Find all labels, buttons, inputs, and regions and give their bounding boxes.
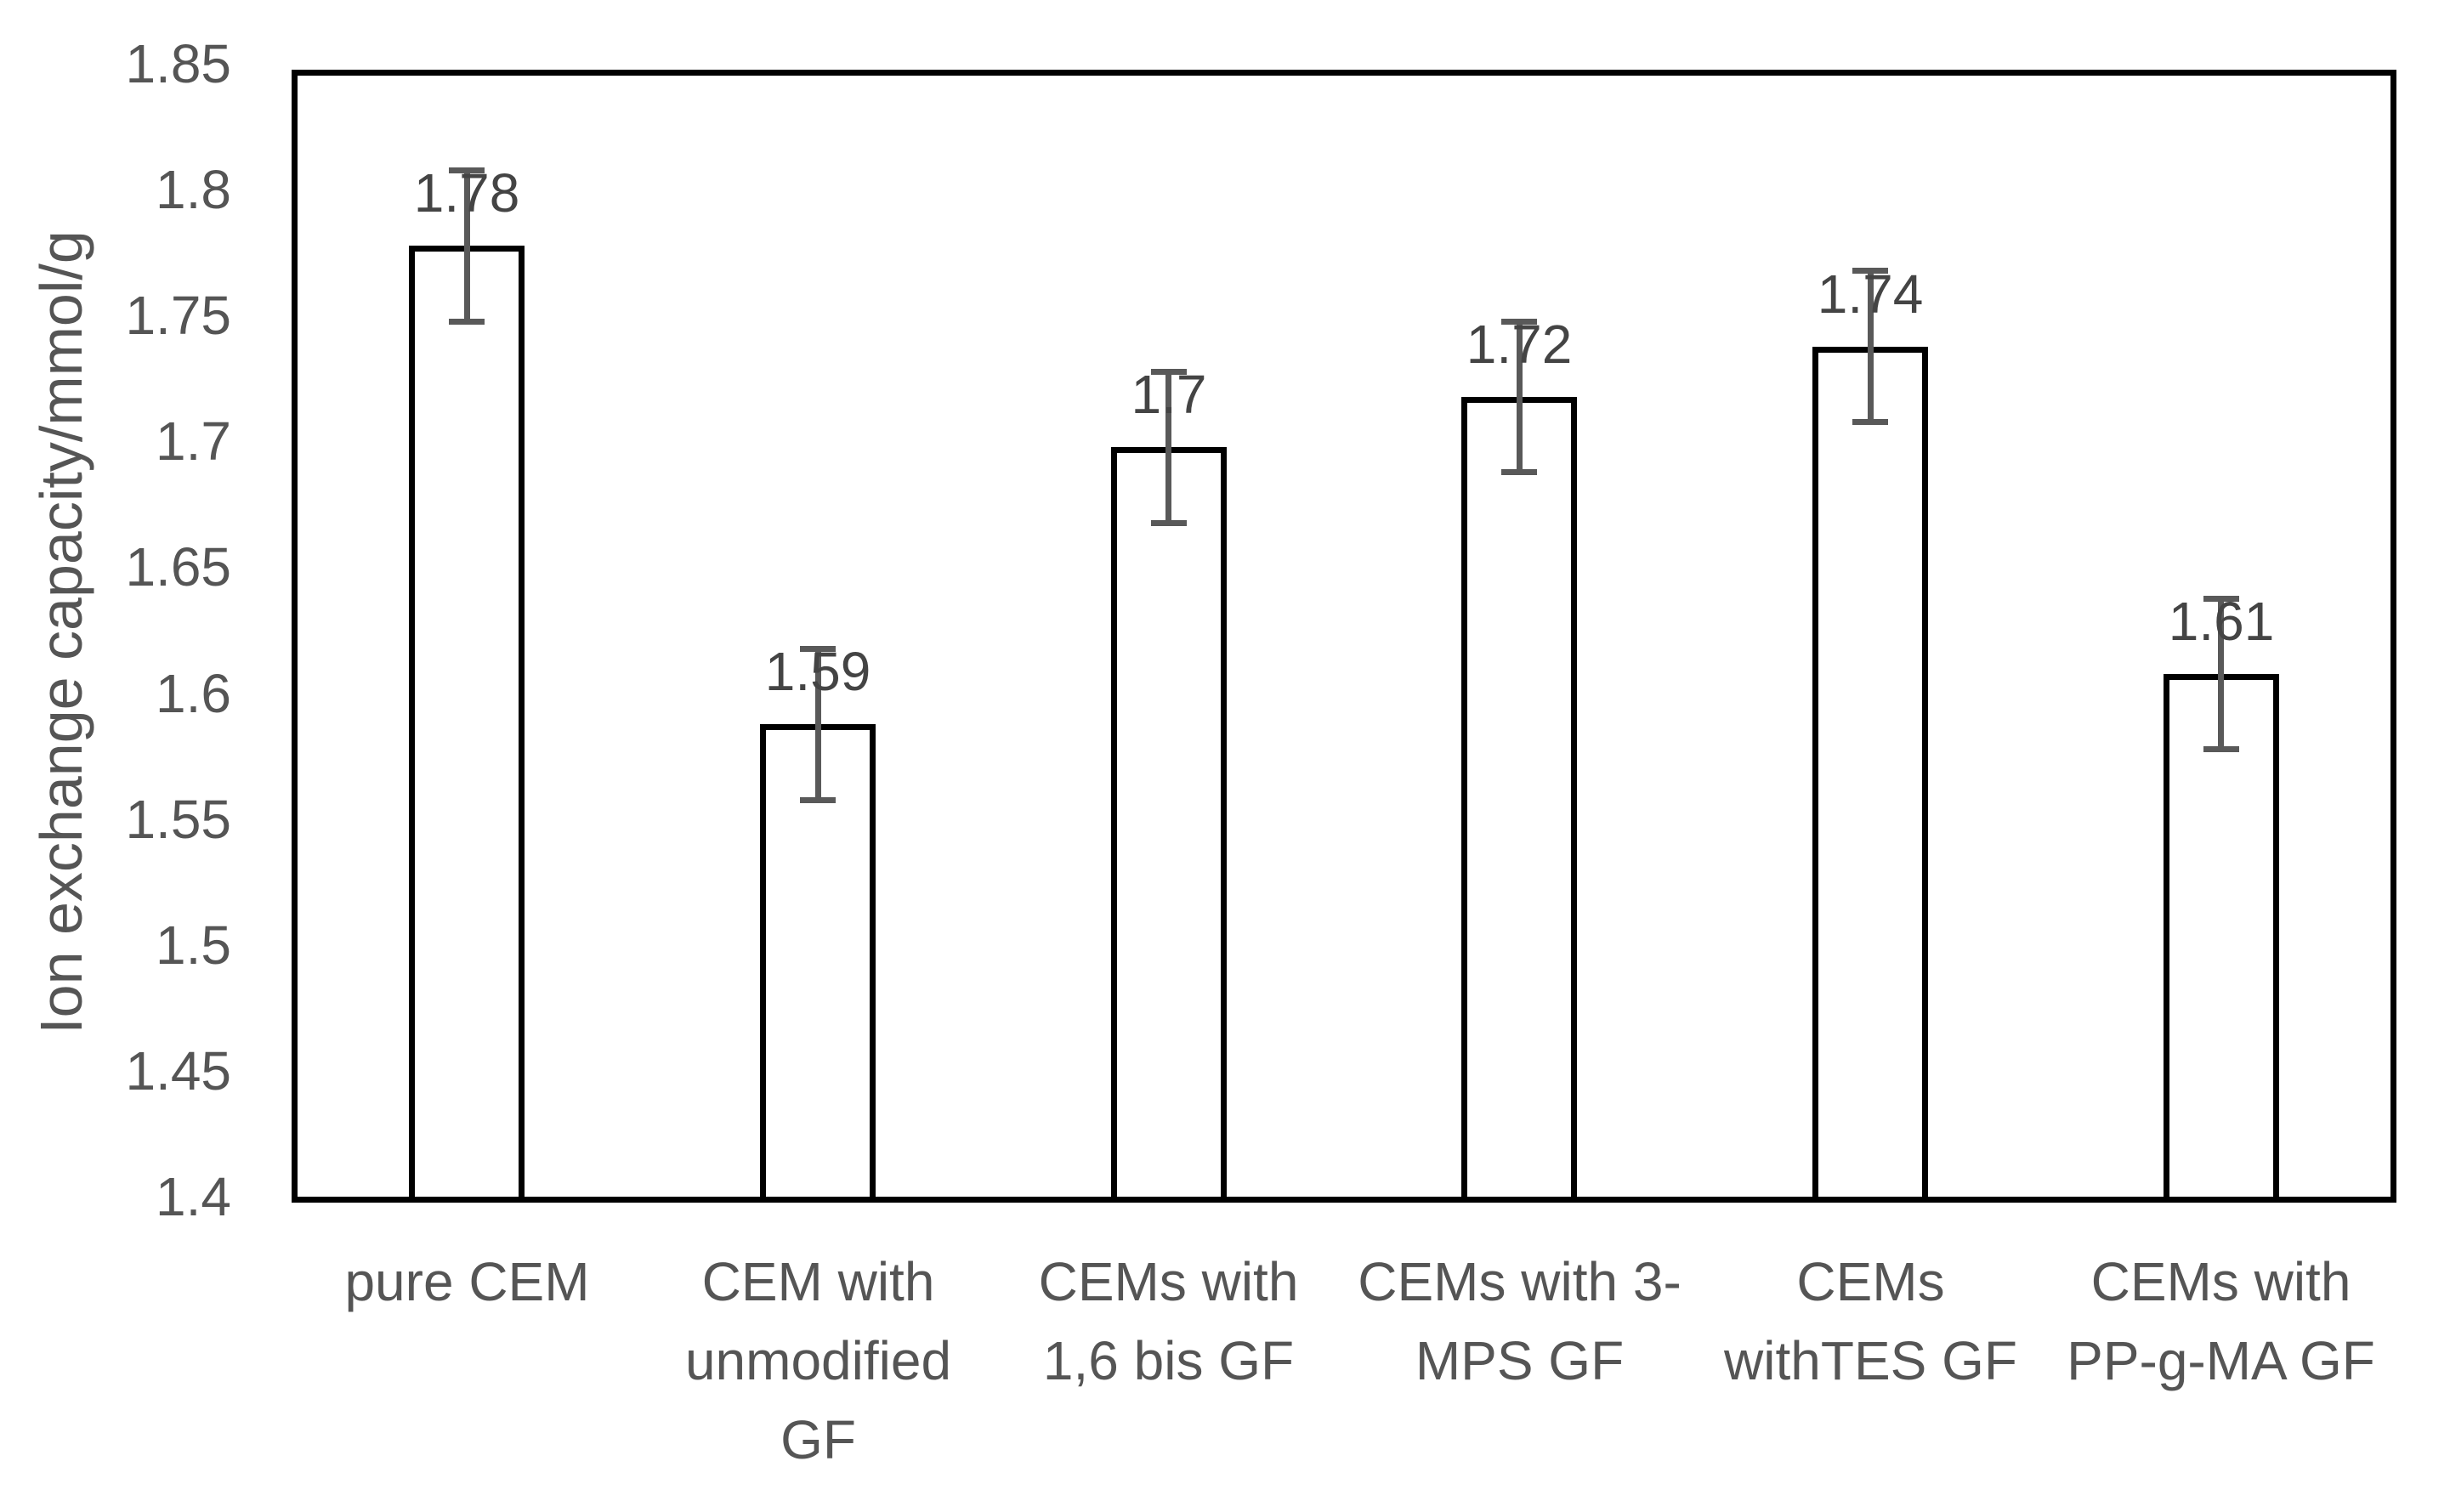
plot-area bbox=[292, 70, 2396, 1203]
x-tick-label: CEM with unmodified GF bbox=[684, 1251, 952, 1470]
x-tick-label: CEMs with PP-g-MA GF bbox=[2067, 1251, 2375, 1391]
error-bar-cap bbox=[449, 167, 485, 173]
error-bar-cap bbox=[1501, 469, 1537, 475]
value-label: 1.74 bbox=[1817, 263, 1924, 325]
error-bar-cap bbox=[1852, 268, 1888, 274]
y-tick-label: 1.75 bbox=[125, 285, 231, 346]
y-tick-label: 1.7 bbox=[156, 411, 231, 472]
error-bar-cap bbox=[800, 797, 836, 803]
error-bar-whisker bbox=[1165, 371, 1171, 523]
y-tick-label: 1.8 bbox=[156, 159, 231, 220]
x-tick-label: pure CEM bbox=[344, 1251, 590, 1312]
y-tick-label: 1.4 bbox=[156, 1166, 231, 1227]
value-label: 1.72 bbox=[1466, 314, 1573, 375]
y-tick-label: 1.45 bbox=[125, 1040, 231, 1101]
x-tick-label: CEMs with 3- MPS GF bbox=[1358, 1251, 1682, 1391]
y-tick-label: 1.65 bbox=[125, 536, 231, 597]
error-bar-whisker bbox=[1517, 321, 1523, 473]
error-bar-whisker bbox=[464, 170, 470, 321]
error-bar-whisker bbox=[1868, 271, 1874, 422]
y-tick-label: 1.5 bbox=[156, 915, 231, 976]
error-bar-cap bbox=[2203, 596, 2239, 602]
value-label: 1.59 bbox=[764, 641, 871, 702]
value-label: 1.61 bbox=[2168, 591, 2275, 652]
bar bbox=[2164, 674, 2279, 1203]
y-tick-label: 1.6 bbox=[156, 663, 231, 724]
bar bbox=[1461, 397, 1577, 1203]
y-tick-label: 1.85 bbox=[125, 33, 231, 94]
error-bar-cap bbox=[1501, 319, 1537, 325]
error-bar-cap bbox=[800, 646, 836, 652]
y-axis-title: Ion exchange capacity/mmol/g bbox=[28, 229, 94, 1034]
x-tick-label: CEMs withTES GF bbox=[1724, 1251, 2017, 1391]
y-tick-label: 1.55 bbox=[125, 789, 231, 850]
value-label: 1.7 bbox=[1131, 364, 1207, 425]
error-bar-cap bbox=[1852, 419, 1888, 425]
error-bar-whisker bbox=[2218, 598, 2224, 750]
error-bar-whisker bbox=[815, 648, 821, 800]
value-label: 1.78 bbox=[413, 162, 520, 224]
error-bar-cap bbox=[2203, 746, 2239, 752]
x-tick-label: CEMs with 1,6 bis GF bbox=[1038, 1251, 1299, 1391]
error-bar-cap bbox=[1151, 520, 1187, 526]
bar bbox=[1812, 347, 1928, 1203]
bar bbox=[760, 724, 876, 1203]
bar bbox=[1111, 447, 1227, 1203]
error-bar-cap bbox=[449, 319, 485, 325]
bar bbox=[409, 246, 525, 1203]
error-bar-cap bbox=[1151, 369, 1187, 375]
